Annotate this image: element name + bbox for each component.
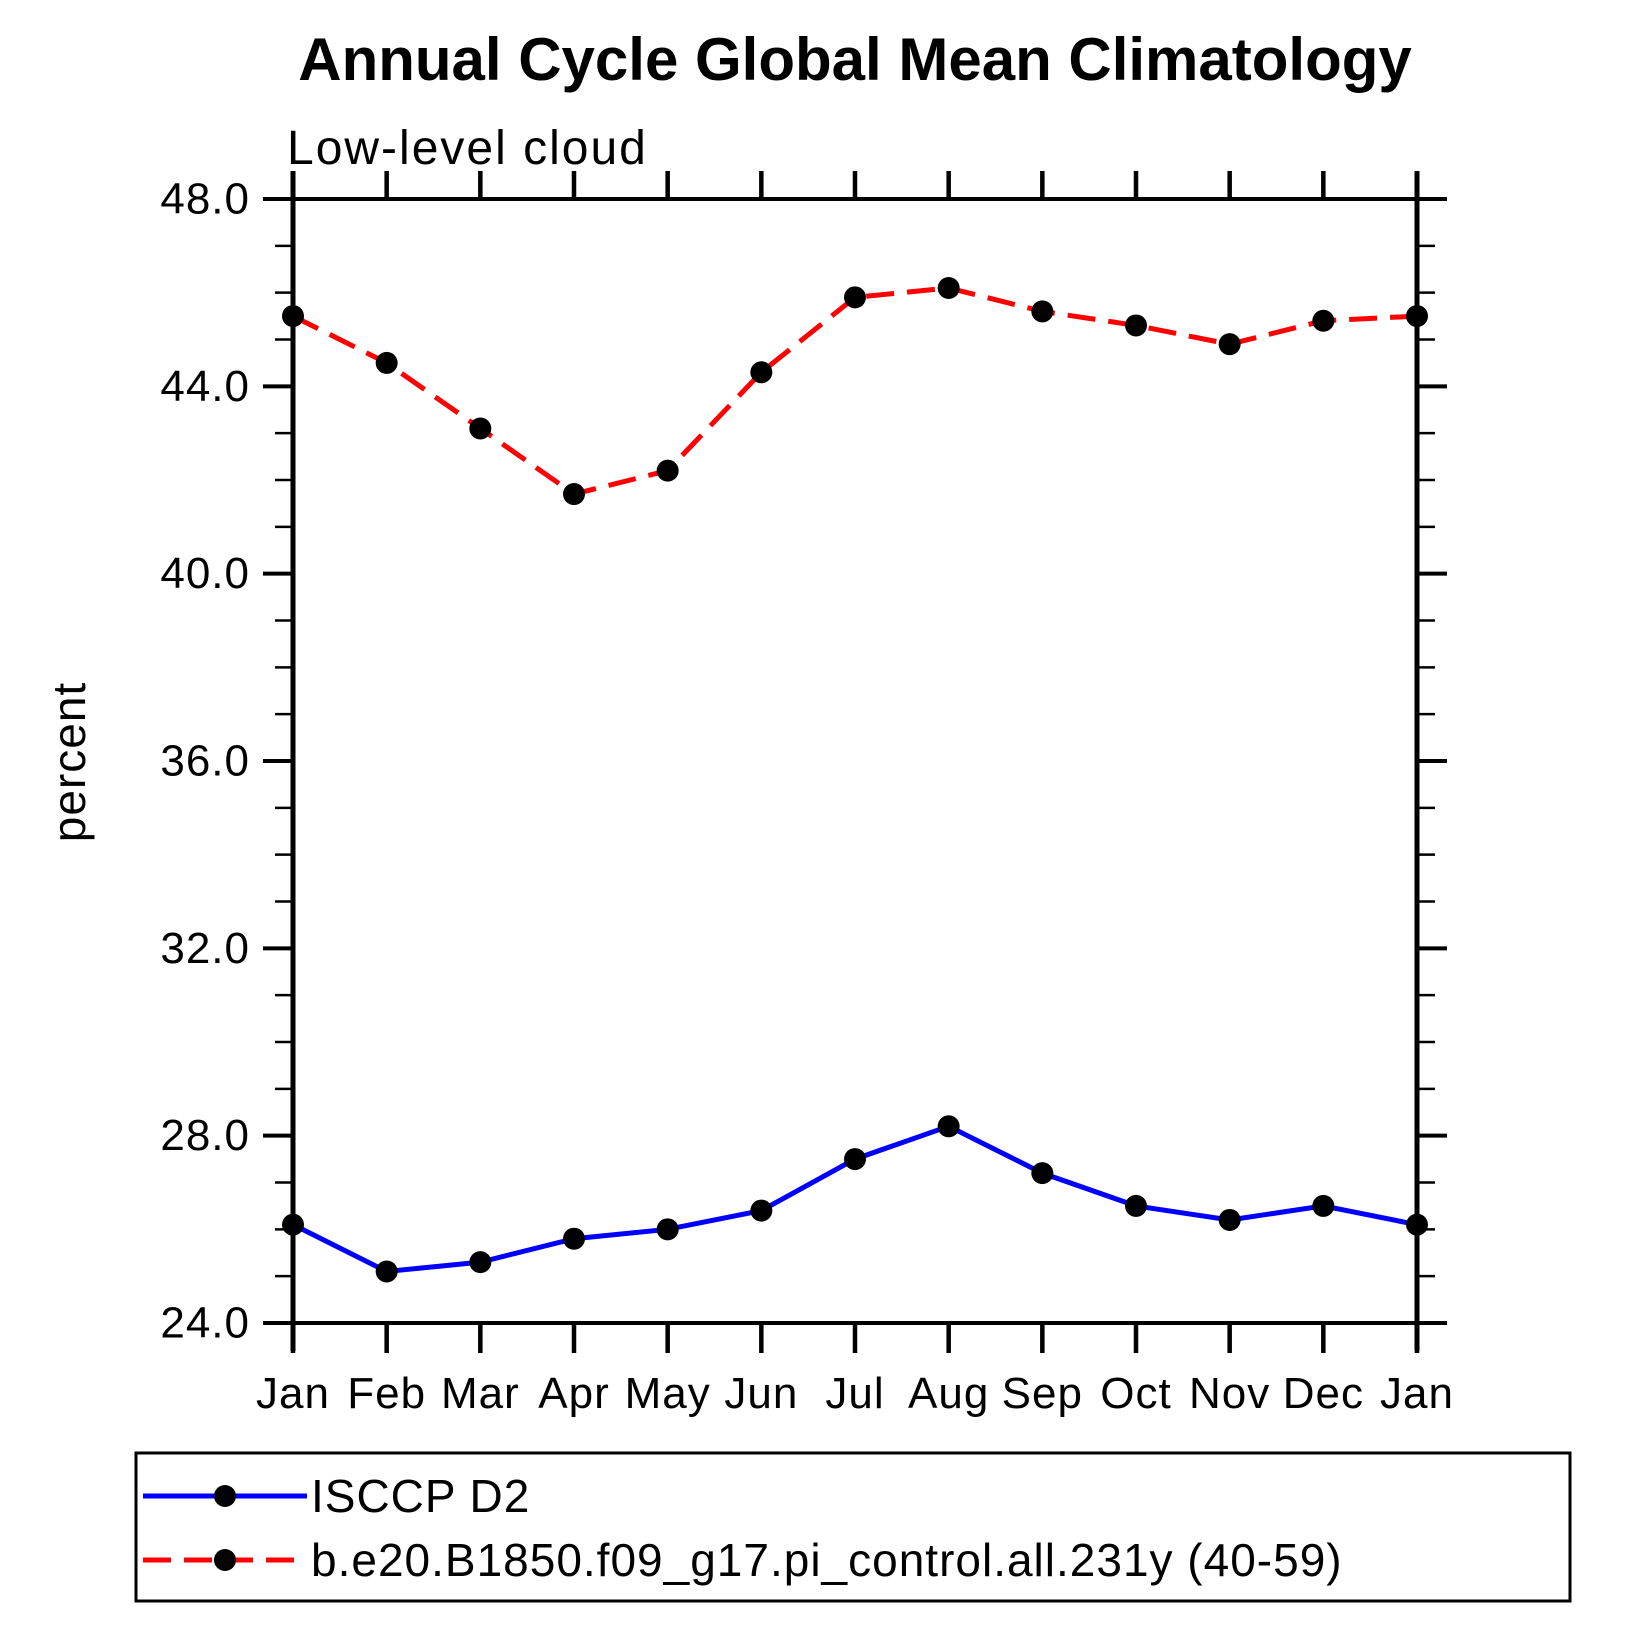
y-axis-tick-label: 36.0: [160, 737, 250, 786]
x-axis-tick-label: Apr: [538, 1369, 609, 1418]
data-point-marker: [1218, 333, 1241, 356]
data-point-marker: [844, 286, 866, 309]
data-point-marker: [1031, 1162, 1054, 1185]
data-point-marker: [937, 1115, 960, 1138]
x-axis-tick-label: Oct: [1100, 1369, 1171, 1418]
legend-sample-marker-1: [214, 1549, 236, 1571]
legend-border: [134, 1451, 1572, 1603]
data-point-marker: [1125, 1194, 1147, 1217]
x-axis-tick-label: Jun: [724, 1369, 798, 1418]
data-point-marker: [1218, 1208, 1241, 1231]
x-axis-tick-label: Mar: [441, 1369, 520, 1418]
data-point-marker: [282, 1213, 304, 1236]
legend-label-1: b.e20.B1850.f09_g17.pi_control.all.231y …: [311, 1534, 1343, 1586]
x-axis-tick-label: Jan: [256, 1369, 330, 1418]
series-group: [282, 276, 1428, 1283]
x-axis-tick-label: Jul: [825, 1369, 884, 1418]
x-axis-tick-label: Feb: [347, 1369, 426, 1418]
y-axis-tick-label: 28.0: [160, 1111, 250, 1160]
data-point-marker: [375, 351, 398, 374]
y-axis-label: percent: [43, 682, 95, 842]
legend-box-group: ISCCP D2 b.e20.B1850.f09_g17.pi_control.a…: [134, 1451, 1572, 1603]
data-point-marker: [750, 1199, 773, 1222]
data-point-marker: [1312, 309, 1335, 332]
y-axis-tick-label: 48.0: [160, 175, 250, 224]
data-point-marker: [656, 459, 679, 482]
data-point-marker: [1312, 1194, 1335, 1217]
legend-sample-marker-0: [214, 1485, 236, 1507]
data-point-marker: [937, 276, 960, 299]
axes-group: 24.0 28.0 32.0 36.0 40.0 44.0 48.0 Jan Feb Mar Apr…: [160, 171, 1454, 1418]
data-point-marker: [844, 1148, 866, 1171]
y-axis-tick-label: 32.0: [160, 924, 250, 973]
data-point-marker: [656, 1218, 679, 1241]
x-axis-tick-label: May: [625, 1369, 711, 1418]
data-point-marker: [1406, 305, 1428, 328]
data-point-marker: [469, 1251, 492, 1274]
x-axis-tick-label: Aug: [908, 1369, 989, 1418]
data-point-marker: [750, 361, 773, 384]
x-axis-tick-label: Dec: [1283, 1369, 1364, 1418]
chart-title: Annual Cycle Global Mean Climatology: [298, 26, 1412, 93]
data-point-marker: [563, 1227, 585, 1250]
data-point-marker: [1031, 300, 1054, 323]
x-axis-tick-label: Sep: [1002, 1369, 1083, 1418]
data-point-marker: [1406, 1213, 1428, 1236]
y-axis-tick-label: 44.0: [160, 362, 250, 411]
y-axis-tick-label: 40.0: [160, 549, 250, 598]
x-axis-tick-label: Jan: [1380, 1369, 1454, 1418]
data-point-marker: [375, 1260, 398, 1283]
data-point-marker: [563, 483, 585, 506]
series-line-1: [291, 285, 1418, 497]
data-point-marker: [469, 417, 492, 440]
data-point-marker: [1125, 314, 1147, 337]
data-point-marker: [282, 305, 304, 328]
series-line-0: [291, 1123, 1418, 1275]
legend-label-0: ISCCP D2: [311, 1470, 530, 1522]
x-axis-tick-label: Nov: [1189, 1369, 1270, 1418]
y-axis-tick-label: 24.0: [160, 1299, 250, 1348]
chart-subtitle: Low-level cloud: [287, 122, 648, 175]
